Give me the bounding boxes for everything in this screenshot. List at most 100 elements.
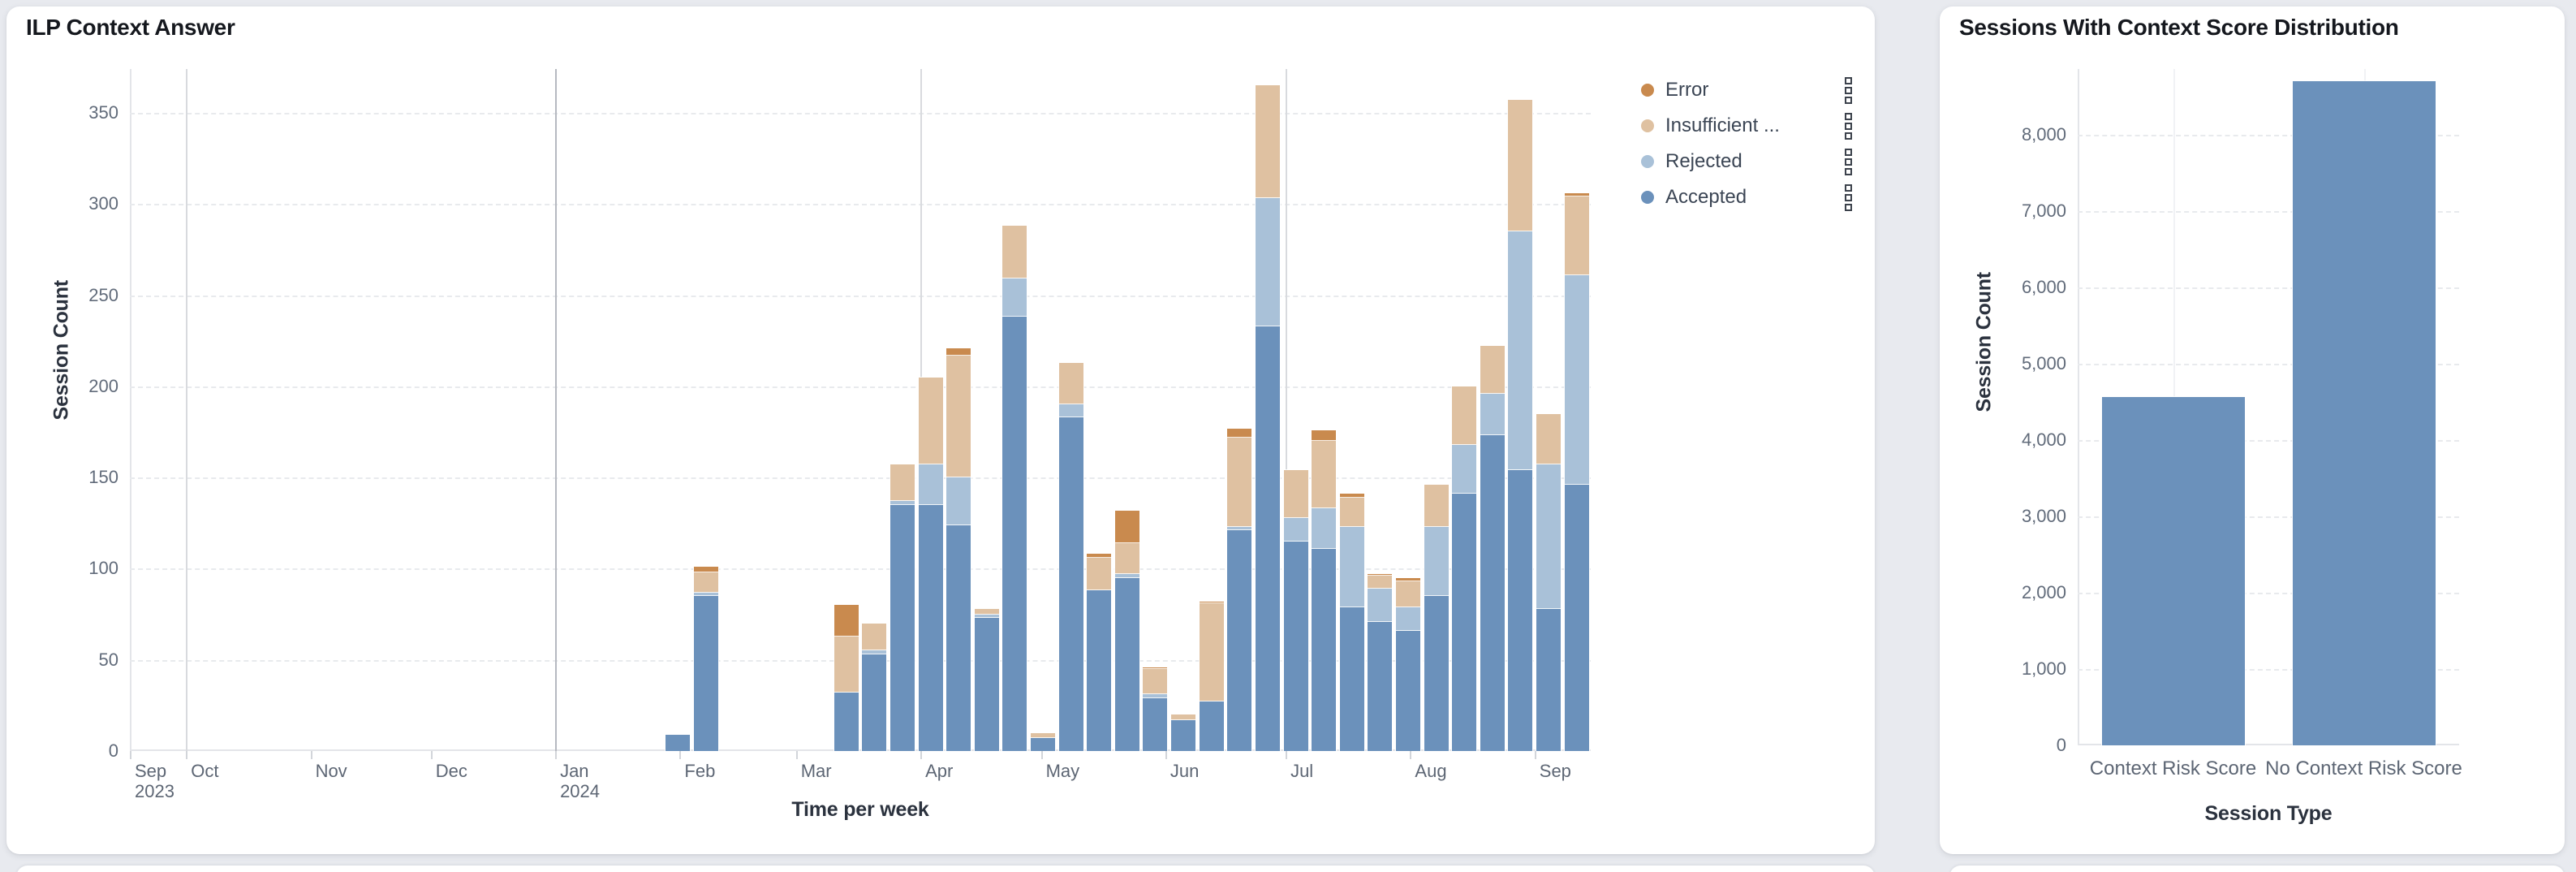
- drag-handle-icon[interactable]: [1845, 148, 1852, 175]
- stacked-bar-week-2024-04-28[interactable]: [1030, 732, 1056, 752]
- bar-segment-accepted[interactable]: [1226, 529, 1253, 752]
- bar-segment-rejected[interactable]: [1395, 606, 1421, 632]
- bar-segment-insufficient[interactable]: [1563, 196, 1590, 276]
- bar-segment-rejected[interactable]: [1226, 525, 1253, 532]
- stacked-bar-week-2024-08-25[interactable]: [1507, 99, 1534, 752]
- bar-segment-error[interactable]: [1086, 553, 1113, 559]
- drag-handle-icon[interactable]: [1845, 183, 1852, 211]
- bar-segment-rejected[interactable]: [692, 591, 719, 598]
- bar-segment-insufficient[interactable]: [1338, 496, 1365, 528]
- bar-segment-rejected[interactable]: [946, 477, 972, 526]
- bar-segment-insufficient[interactable]: [1367, 575, 1394, 590]
- stacked-bar-week-2024-06-23[interactable]: [1254, 84, 1281, 753]
- bar-segment-insufficient[interactable]: [861, 622, 888, 652]
- bar-segment-accepted[interactable]: [1114, 576, 1140, 753]
- bar-segment-rejected[interactable]: [1114, 573, 1140, 579]
- bar-segment-accepted[interactable]: [946, 524, 972, 752]
- bar-segment-rejected[interactable]: [917, 464, 944, 506]
- bar-segment-insufficient[interactable]: [973, 607, 1000, 615]
- bar-segment-error[interactable]: [1338, 493, 1365, 499]
- bar-segment-insufficient[interactable]: [1451, 385, 1478, 446]
- bar-segment-rejected[interactable]: [1338, 525, 1365, 608]
- bar-segment-accepted[interactable]: [1423, 595, 1450, 752]
- bar-segment-rejected[interactable]: [1479, 392, 1506, 437]
- stacked-bar-week-2024-06-16[interactable]: [1226, 427, 1253, 752]
- stacked-bar-week-2024-05-05[interactable]: [1058, 361, 1084, 753]
- bar-segment-error[interactable]: [692, 566, 719, 573]
- stacked-bar-week-2024-06-02[interactable]: [1170, 714, 1197, 753]
- stacked-bar-week-2024-03-10[interactable]: [833, 604, 859, 752]
- bar-segment-accepted[interactable]: [889, 503, 915, 753]
- bar-segment-rejected[interactable]: [1367, 588, 1394, 623]
- stacked-bar-week-2024-03-17[interactable]: [861, 622, 888, 753]
- bar-segment-accepted[interactable]: [1142, 697, 1169, 753]
- stacked-bar-week-2024-01-28[interactable]: [665, 733, 691, 753]
- bar-segment-insufficient[interactable]: [1002, 225, 1028, 280]
- stacked-bar-week-2024-06-30[interactable]: [1282, 469, 1309, 753]
- bar-segment-accepted[interactable]: [1536, 607, 1562, 753]
- stacked-bar-week-2024-05-19[interactable]: [1114, 509, 1140, 753]
- bar-segment-accepted[interactable]: [1058, 416, 1084, 753]
- bar-segment-insufficient[interactable]: [1114, 542, 1140, 576]
- bar-segment-error[interactable]: [1563, 192, 1590, 198]
- drag-handle-icon[interactable]: [1845, 76, 1852, 104]
- drag-handle-icon[interactable]: [1845, 112, 1852, 140]
- bar-segment-rejected[interactable]: [1451, 443, 1478, 495]
- bar-segment-insufficient[interactable]: [1282, 469, 1309, 519]
- bar-segment-rejected[interactable]: [1507, 230, 1534, 472]
- stacked-bar-week-2024-09-01[interactable]: [1536, 412, 1562, 753]
- bar-segment-insufficient[interactable]: [917, 376, 944, 466]
- bar-segment-insufficient[interactable]: [1142, 667, 1169, 696]
- bar-segment-accepted[interactable]: [1282, 540, 1309, 753]
- bar-segment-error[interactable]: [1367, 573, 1394, 577]
- bar-segment-rejected[interactable]: [1282, 516, 1309, 542]
- stacked-bar-week-2024-08-18[interactable]: [1479, 345, 1506, 752]
- bar-no-context-risk-score[interactable]: [2291, 80, 2436, 746]
- stacked-bar-week-2024-05-12[interactable]: [1086, 553, 1113, 752]
- stacked-bar-week-2024-04-07[interactable]: [946, 347, 972, 752]
- bar-segment-accepted[interactable]: [1338, 606, 1365, 753]
- bar-segment-error[interactable]: [1311, 429, 1338, 442]
- bar-segment-insufficient[interactable]: [1536, 412, 1562, 466]
- bar-segment-accepted[interactable]: [1563, 484, 1590, 752]
- bar-segment-rejected[interactable]: [973, 613, 1000, 619]
- bar-segment-insufficient[interactable]: [1423, 484, 1450, 528]
- bar-segment-accepted[interactable]: [973, 617, 1000, 752]
- stacked-bar-week-2024-02-04[interactable]: [692, 566, 719, 752]
- bar-segment-insufficient[interactable]: [1395, 581, 1421, 608]
- stacked-bar-week-2024-06-09[interactable]: [1198, 600, 1225, 752]
- bar-segment-accepted[interactable]: [665, 733, 691, 753]
- bar-segment-insufficient[interactable]: [692, 571, 719, 594]
- legend-item-error[interactable]: Error: [1641, 76, 1852, 104]
- bar-segment-rejected[interactable]: [1254, 197, 1281, 327]
- bar-segment-rejected[interactable]: [1311, 507, 1338, 550]
- bar-segment-accepted[interactable]: [1507, 469, 1534, 752]
- bar-segment-rejected[interactable]: [1536, 464, 1562, 610]
- bar-segment-rejected[interactable]: [1423, 525, 1450, 598]
- bar-segment-insufficient[interactable]: [1311, 440, 1338, 510]
- bar-segment-accepted[interactable]: [861, 653, 888, 753]
- bar-segment-accepted[interactable]: [917, 503, 944, 753]
- bar-fill[interactable]: [2291, 80, 2436, 746]
- stacked-bar-week-2024-03-31[interactable]: [917, 376, 944, 753]
- stacked-bar-week-2024-07-28[interactable]: [1395, 576, 1421, 753]
- legend-item-accepted[interactable]: Accepted: [1641, 183, 1852, 211]
- bar-segment-rejected[interactable]: [1563, 274, 1590, 486]
- legend-item-insufficient[interactable]: Insufficient ...: [1641, 112, 1852, 140]
- bar-segment-insufficient[interactable]: [1086, 556, 1113, 592]
- bar-segment-accepted[interactable]: [1395, 629, 1421, 753]
- stacked-bar-week-2024-07-14[interactable]: [1338, 493, 1365, 753]
- bar-context-risk-score[interactable]: [2100, 396, 2246, 746]
- stacked-bar-week-2024-09-08[interactable]: [1563, 192, 1590, 752]
- bar-segment-insufficient[interactable]: [1170, 714, 1197, 721]
- bar-segment-error[interactable]: [1226, 427, 1253, 438]
- bar-segment-insufficient[interactable]: [1507, 99, 1534, 232]
- stacked-bar-week-2024-05-26[interactable]: [1142, 666, 1169, 753]
- bar-segment-accepted[interactable]: [692, 595, 719, 752]
- bar-segment-accepted[interactable]: [1002, 316, 1028, 752]
- stacked-bar-week-2024-07-07[interactable]: [1311, 429, 1338, 753]
- bar-segment-accepted[interactable]: [1254, 325, 1281, 753]
- bar-segment-rejected[interactable]: [1002, 278, 1028, 318]
- bar-segment-accepted[interactable]: [1367, 620, 1394, 753]
- bar-segment-rejected[interactable]: [889, 500, 915, 506]
